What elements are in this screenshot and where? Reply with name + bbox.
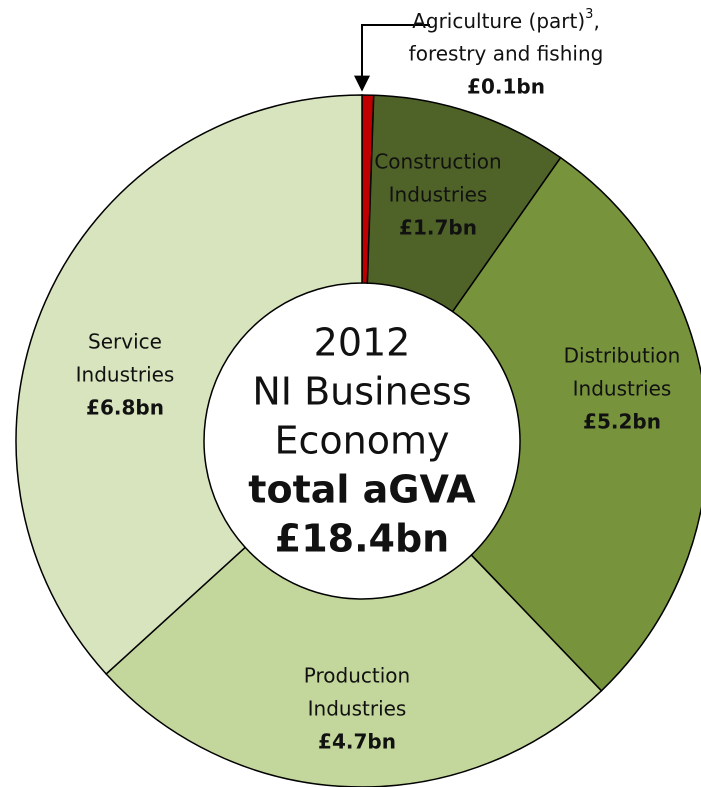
center-text: £18.4bn [275,517,449,561]
segment-label: Agriculture (part)3, [412,7,600,33]
value-label: £0.1bn [467,75,545,99]
donut-segment [15,94,363,676]
center-text: NI Business [252,370,471,414]
segment-label: Industries [389,183,488,207]
segment-label: Distribution [564,344,681,368]
label-part: 3 [585,7,593,22]
callout-arrow [354,24,430,92]
donut-segment [451,156,701,692]
segment-label: Production [304,664,410,688]
value-label: £6.8bn [86,396,164,420]
center-text: 2012 [314,321,411,365]
center-text: total aGVA [248,468,476,512]
value-label: £5.2bn [583,410,661,434]
label-part: Agriculture (part) [412,9,585,33]
segment-label: Industries [308,697,407,721]
center-text: Economy [275,419,450,463]
segment-label: Industries [573,377,672,401]
value-label: £4.7bn [318,730,396,754]
segment-label: Service [88,330,162,354]
donut-segment [105,546,603,787]
value-label: £1.7bn [399,216,477,240]
segment-label: Construction [374,150,501,174]
segment-label: Industries [76,363,175,387]
segment-label: forestry and fishing [409,42,604,66]
label-part: , [593,9,599,33]
